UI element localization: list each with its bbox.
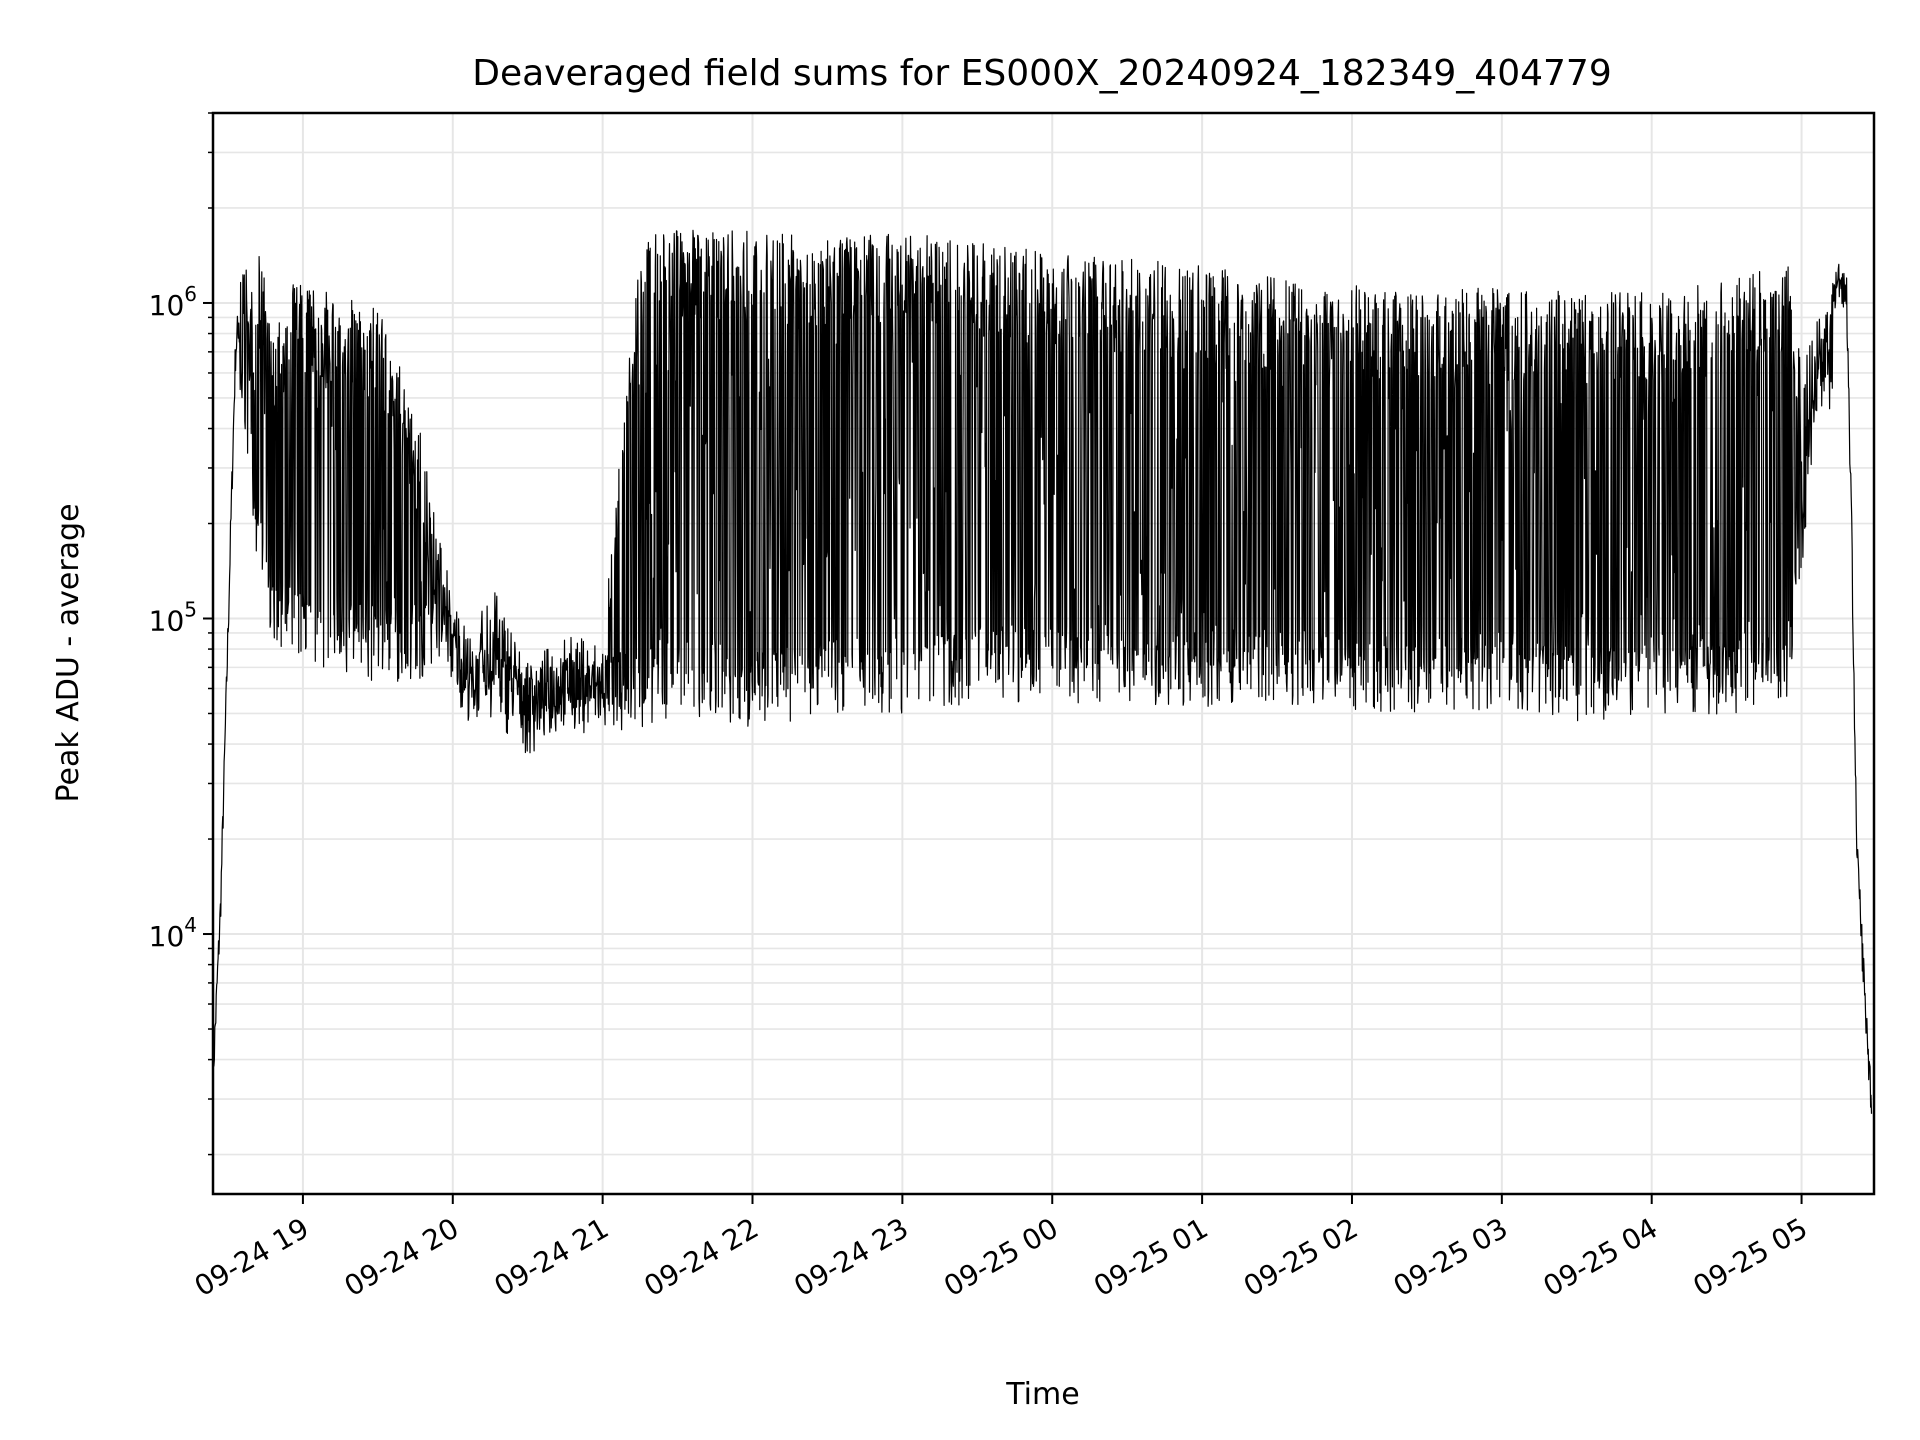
y-tick-exponent: 5 (184, 597, 197, 621)
series-line (212, 229, 1873, 1114)
chart-title: Deaveraged field sums for ES000X_2024092… (472, 53, 1612, 94)
y-tick-label: 106 (149, 282, 197, 322)
y-axis-label: Peak ADU - average (51, 503, 86, 802)
y-tick-base: 10 (149, 289, 185, 322)
grid (213, 112, 1874, 1194)
y-tick-base: 10 (149, 604, 185, 637)
plot-data (212, 229, 1873, 1114)
y-tick-base: 10 (149, 920, 185, 953)
y-tick-label: 104 (149, 913, 197, 953)
y-tick-exponent: 6 (184, 282, 197, 306)
y-tick-exponent: 4 (184, 913, 197, 937)
x-axis-label: Time (1005, 1377, 1079, 1412)
plot-frame (211, 111, 1876, 1196)
y-tick-label: 105 (149, 597, 197, 637)
